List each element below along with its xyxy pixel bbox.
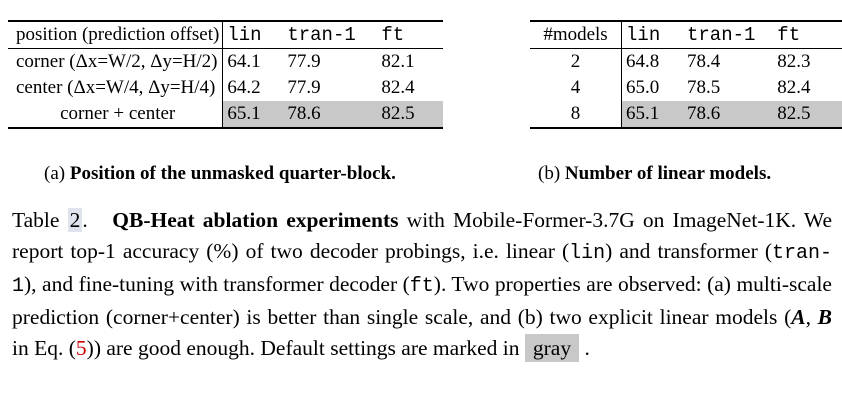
table-row-default: 8 65.1 78.6 82.5 xyxy=(530,101,842,128)
caption-gray-swatch: gray xyxy=(524,334,580,362)
table-row: 4 65.0 78.5 82.4 xyxy=(530,75,842,101)
col-header-models: #models xyxy=(543,24,608,45)
row-label: 8 xyxy=(570,103,581,124)
col-header-ft: ft xyxy=(777,24,801,46)
caption-text: in Eq. ( xyxy=(12,336,76,360)
cell-tran: 78.6 xyxy=(283,101,378,128)
subcaption-a: (a) Position of the unmasked quarter-blo… xyxy=(44,163,396,185)
caption-table-number[interactable]: 2 xyxy=(67,208,83,232)
cell-lin: 65.0 xyxy=(621,75,683,101)
cell-lin: 65.1 xyxy=(222,101,284,128)
subcaption-title: Position of the unmasked quarter-block. xyxy=(69,163,396,184)
row-label: corner (Δx=W/2, Δy=H/2) xyxy=(16,51,218,72)
cell-ft: 82.4 xyxy=(777,77,811,98)
col-header-tran: tran-1 xyxy=(287,24,356,46)
table-num-models: #models lin tran-1 ft 2 64.8 78.4 82.3 4… xyxy=(530,20,842,129)
cell-tran: 77.9 xyxy=(287,51,321,72)
cell-lin: 65.1 xyxy=(621,101,683,128)
cell-ft: 82.4 xyxy=(381,77,415,98)
row-label: 2 xyxy=(570,51,581,72)
cell-ft: 82.5 xyxy=(377,101,444,128)
cell-ft: 82.1 xyxy=(381,51,415,72)
cell-lin: 64.1 xyxy=(222,48,284,75)
subcaption-prefix: (a) xyxy=(44,163,66,184)
caption-title: QB-Heat ablation experiments xyxy=(112,208,399,232)
col-header-lin: lin xyxy=(621,21,683,49)
caption-end: . xyxy=(579,336,590,360)
cell-tran: 77.9 xyxy=(287,77,321,98)
table-caption: Table 2. QB-Heat ablation experiments wi… xyxy=(12,205,832,364)
subcaption-b: (b) Number of linear models. xyxy=(538,163,771,185)
subcaption-title: Number of linear models. xyxy=(564,163,772,184)
col-header-ft: ft xyxy=(381,24,405,46)
row-label: center (Δx=W/4, Δy=H/4) xyxy=(16,77,216,98)
cell-lin: 64.8 xyxy=(621,48,683,75)
cell-tran: 78.6 xyxy=(683,101,774,128)
caption-text: ), and fine-tuning with transformer deco… xyxy=(24,272,410,296)
table-row: center (Δx=W/4, Δy=H/4) 64.2 77.9 82.4 xyxy=(8,75,443,101)
caption-code-lin: lin xyxy=(569,242,606,265)
caption-code-tran: tran-1 xyxy=(12,242,832,298)
caption-symbol-b: B xyxy=(817,305,833,329)
caption-text: ). Two properties are observed: (a) mult… xyxy=(12,272,832,329)
equation-reference-link[interactable]: 5 xyxy=(75,336,87,360)
caption-table-word: Table xyxy=(12,208,60,232)
col-header-position: position (prediction offset) xyxy=(16,24,220,45)
caption-period: . xyxy=(82,208,88,232)
caption-text: )) are good enough. Default settings are… xyxy=(86,336,525,360)
row-label: corner + center xyxy=(60,103,176,124)
table-position: position (prediction offset) lin tran-1 … xyxy=(8,20,444,129)
caption-text: , xyxy=(805,305,818,329)
cell-tran: 78.5 xyxy=(687,77,721,98)
table-header-row: #models lin tran-1 ft xyxy=(530,21,842,49)
cell-ft: 82.5 xyxy=(773,101,842,128)
caption-code-ft: ft xyxy=(409,275,434,298)
table-row: 2 64.8 78.4 82.3 xyxy=(530,48,842,75)
col-header-tran: tran-1 xyxy=(687,24,756,46)
caption-text: ) and transformer ( xyxy=(605,239,772,263)
row-label: 4 xyxy=(570,77,581,98)
caption-text: with Mobile-Former-3.7G on ImageNet-1K. … xyxy=(12,208,833,263)
cell-ft: 82.3 xyxy=(777,51,811,72)
cell-tran: 78.4 xyxy=(687,51,721,72)
subcaption-prefix: (b) xyxy=(538,163,561,184)
cell-lin: 64.2 xyxy=(222,75,284,101)
table-row: corner (Δx=W/2, Δy=H/2) 64.1 77.9 82.1 xyxy=(8,48,443,75)
table-row-default: corner + center 65.1 78.6 82.5 xyxy=(8,101,444,128)
caption-symbol-a: A xyxy=(791,305,806,329)
col-header-lin: lin xyxy=(222,21,284,49)
table-header-row: position (prediction offset) lin tran-1 … xyxy=(8,21,444,49)
